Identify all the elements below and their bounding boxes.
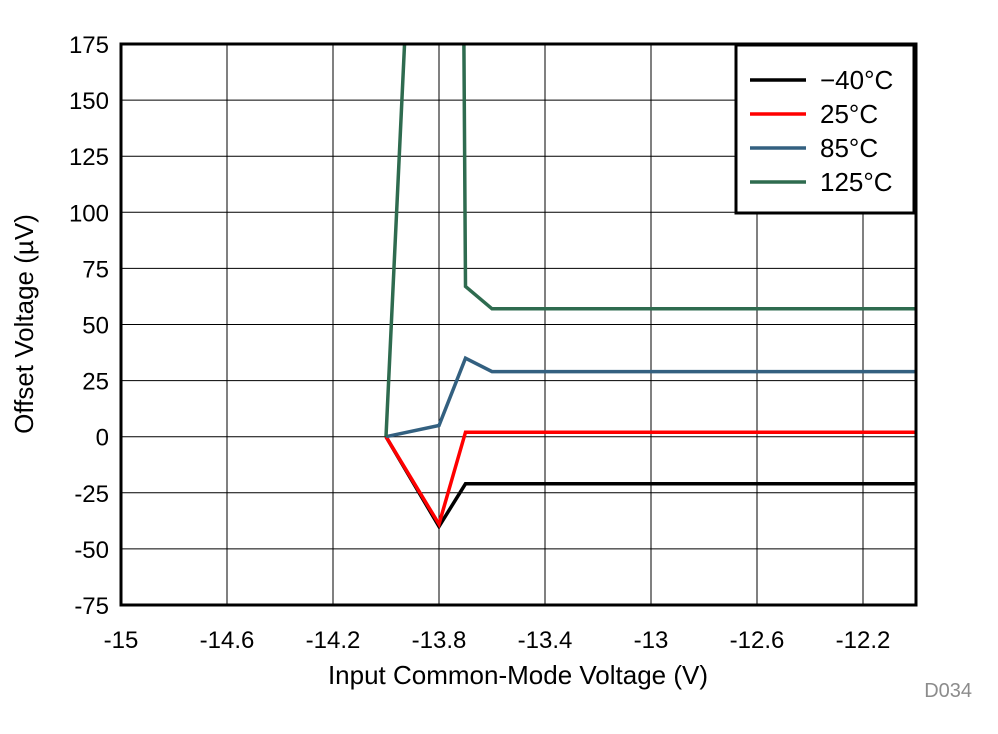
y-tick-label: -25 bbox=[74, 481, 109, 508]
x-tick-labels: -15 -14.6 -14.2 -13.8 -13.4 -13 -12.6 -12.2 bbox=[104, 627, 891, 654]
legend-label-3: 125°C bbox=[820, 167, 893, 197]
figure-code: D034 bbox=[924, 680, 972, 702]
legend-label-2: 85°C bbox=[820, 133, 878, 163]
legend-label-0: −40°C bbox=[820, 65, 893, 95]
x-tick-label: -14.6 bbox=[200, 627, 255, 654]
x-axis-label: Input Common-Mode Voltage (V) bbox=[328, 660, 708, 690]
y-tick-label: 100 bbox=[69, 200, 109, 227]
y-tick-label: 25 bbox=[82, 369, 109, 396]
series-lines bbox=[384, 44, 916, 530]
y-tick-label: 175 bbox=[69, 32, 109, 59]
legend: −40°C 25°C 85°C 125°C bbox=[734, 43, 916, 215]
x-tick-label: -14.2 bbox=[306, 627, 361, 654]
x-tick-label: -12.2 bbox=[836, 627, 891, 654]
x-tick-label: -12.6 bbox=[730, 627, 785, 654]
legend-label-1: 25°C bbox=[820, 99, 878, 129]
y-tick-label: 50 bbox=[82, 313, 109, 340]
x-tick-label: -15 bbox=[104, 627, 139, 654]
legend-box bbox=[734, 43, 916, 215]
x-tick-label: -13.8 bbox=[412, 627, 467, 654]
y-tick-label: 125 bbox=[69, 144, 109, 171]
series-line-2 bbox=[385, 355, 916, 439]
y-tick-label: -75 bbox=[74, 593, 109, 620]
y-tick-label: 0 bbox=[96, 425, 109, 452]
y-tick-labels: -75 -50 -25 0 25 50 75 100 125 150 175 bbox=[69, 32, 109, 620]
x-tick-label: -13 bbox=[634, 627, 669, 654]
plot-frame bbox=[119, 42, 918, 607]
series-line-1 bbox=[384, 430, 916, 529]
y-tick-label: -50 bbox=[74, 537, 109, 564]
y-tick-label: 75 bbox=[82, 256, 109, 283]
series-line-3 bbox=[384, 44, 916, 437]
x-tick-label: -13.4 bbox=[518, 627, 573, 654]
y-axis-label: Offset Voltage (µV) bbox=[9, 214, 39, 434]
y-tick-label: 150 bbox=[69, 88, 109, 115]
